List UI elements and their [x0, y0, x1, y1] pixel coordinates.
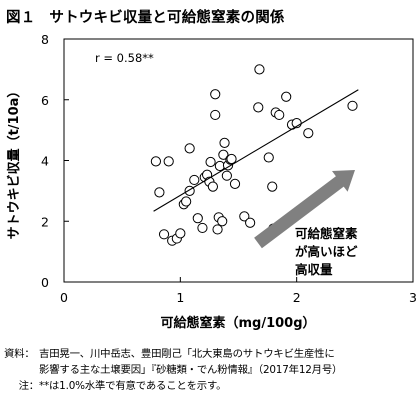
trend-arrow — [254, 170, 355, 249]
data-point — [184, 143, 195, 154]
y-tick-label: 0 — [41, 275, 49, 290]
trend-arrow-layer — [254, 170, 355, 249]
data-point — [217, 216, 228, 227]
data-point — [154, 187, 165, 198]
data-point — [226, 153, 237, 165]
data-point — [253, 102, 264, 113]
source-line-1: 吉田晃一、川中岳志、豊田剛己「北大東島のサトウキビ生産性に — [39, 348, 335, 360]
data-point — [192, 213, 203, 224]
data-point — [274, 109, 285, 121]
data-point — [210, 109, 221, 121]
data-point — [210, 89, 221, 100]
annotation-line-3: 高収量 — [295, 262, 333, 277]
data-point — [254, 64, 265, 75]
note-text: **は1.0%水準で有意であることを示す。 — [39, 380, 227, 392]
data-point — [303, 128, 314, 139]
data-point — [281, 91, 292, 102]
data-point — [207, 181, 219, 192]
tick-marks — [63, 38, 414, 283]
data-point — [197, 222, 208, 234]
data-point — [181, 196, 192, 207]
correlation-label: r = 0.58** — [95, 51, 154, 65]
x-tick-labels: 0 1 2 3 — [60, 290, 417, 305]
data-point — [239, 211, 250, 222]
y-tick-label: 8 — [41, 32, 49, 47]
figure-number: 図１ — [6, 10, 36, 26]
source-label: 資料： — [4, 348, 35, 360]
data-point — [150, 156, 162, 167]
x-tick-label: 0 — [60, 290, 68, 305]
data-point — [263, 152, 274, 163]
figure-title-text: サトウキビ収量と可給態窒素の関係 — [49, 10, 285, 26]
y-axis-label: サトウキビ収量（t/10a） — [6, 85, 22, 240]
source-line-2: 影響する主な土壌要因」『砂糖類・でん粉情報』（2017年12月号） — [39, 364, 343, 376]
trendline-layer — [153, 89, 359, 212]
data-point — [221, 170, 232, 181]
data-point — [175, 228, 186, 239]
source-note: 資料： 吉田晃一、川中岳志、豊田剛己「北大東島のサトウキビ生産性に 影響する主な土… — [4, 346, 342, 394]
data-point — [229, 178, 241, 189]
trendline — [153, 89, 359, 212]
data-point — [212, 224, 223, 235]
x-tick-label: 2 — [293, 290, 301, 305]
data-point — [218, 149, 229, 160]
x-axis-label: 可給態窒素（mg/100g） — [160, 315, 315, 331]
data-point — [189, 174, 200, 186]
x-tick-label: 3 — [409, 290, 417, 305]
annotation-line-2: が高いほど — [295, 244, 358, 259]
data-points — [150, 64, 358, 246]
annotation: 可給態窒素 が高いほど 高収量 — [295, 226, 358, 277]
figure-title: 図１ サトウキビ収量と可給態窒素の関係 — [6, 6, 285, 27]
y-tick-label: 2 — [41, 214, 49, 229]
x-tick-label: 1 — [176, 290, 184, 305]
data-point — [163, 156, 174, 167]
data-point — [347, 100, 358, 111]
y-tick-label: 6 — [41, 93, 49, 108]
data-point — [245, 217, 256, 228]
annotation-line-1: 可給態窒素 — [295, 226, 358, 241]
note-label: 注： — [18, 380, 40, 392]
y-tick-label: 4 — [41, 154, 49, 169]
data-point — [205, 156, 216, 168]
data-point — [219, 137, 230, 148]
scatter-chart: 0 2 4 6 8 0 1 2 3 r = 0.58** サトウキビ収量（t/10a） 可給態… — [6, 32, 417, 331]
data-point — [267, 181, 278, 192]
data-point — [158, 229, 170, 240]
y-tick-labels: 0 2 4 6 8 — [41, 32, 49, 290]
